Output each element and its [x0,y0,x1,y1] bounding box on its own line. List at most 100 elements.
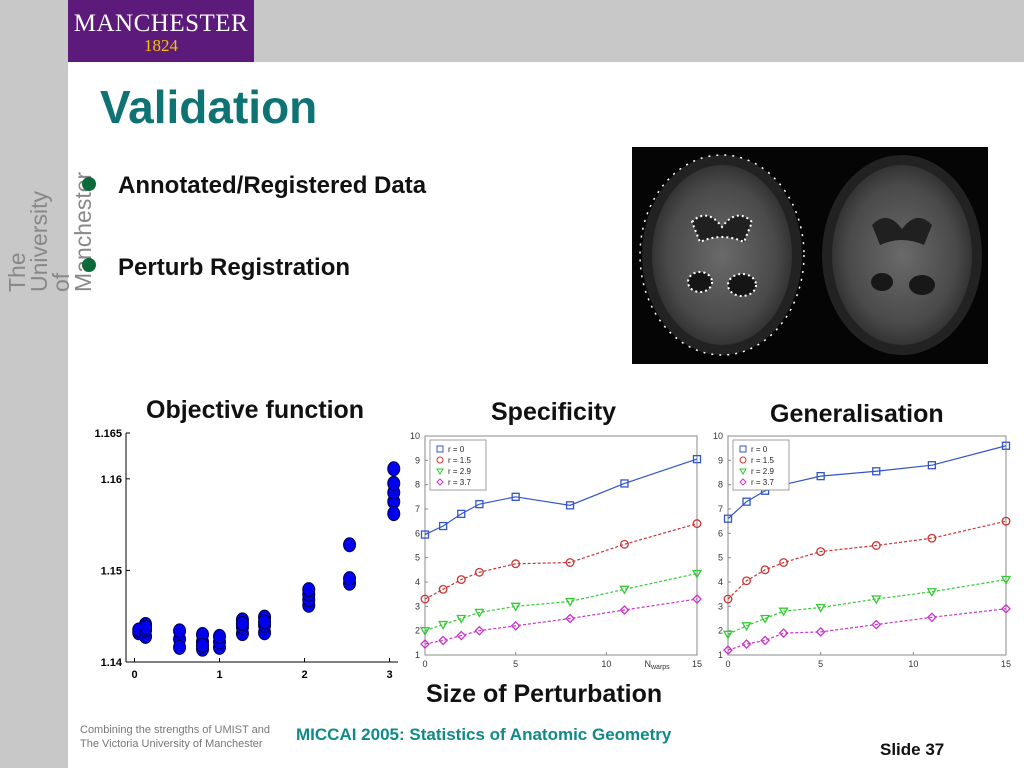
legend-marker [436,468,444,475]
right-ventricle-horn-a [871,273,893,291]
marker-square [457,509,466,519]
y-tick-label: 3 [718,601,723,611]
marker-circle [723,594,733,604]
marker-triangle [778,607,789,617]
marker-circle [742,576,751,586]
marker-diamond [926,612,937,623]
data-point [387,475,401,491]
data-point [387,506,401,522]
y-tick-label: 8 [415,480,420,490]
legend-label: r = 3.7 [448,478,471,487]
marker-circle [474,567,484,577]
data-point [173,639,187,655]
marker-circle [871,541,881,550]
mri-brain-illustration [639,154,982,356]
marker-circle [692,519,702,529]
bullet-perturb-registration: Perturb Registration [118,254,351,281]
legend-label: r = 2.9 [751,467,774,476]
marker-diamond [760,635,770,646]
y-tick-label: 1.165 [94,428,122,440]
marker-diamond [723,645,733,656]
y-tick-label: 10 [713,431,723,441]
y-tick-label: 9 [718,455,723,465]
legend-label: r = 1.5 [448,456,471,465]
marker-circle [620,539,629,549]
marker-square [475,499,484,509]
data-point [235,616,249,632]
bullet-annotated-data: Annotated/Registered Data [118,172,427,199]
caption-size-of-perturbation: Size of Perturbation [426,680,663,708]
left-outline-landmarks [639,154,805,356]
marker-square [511,492,520,501]
left-ventricles [690,214,754,244]
legend-label: r = 1.5 [751,456,774,465]
marker-circle [779,558,789,567]
marker-triangle [456,614,467,624]
marker-triangle [815,603,826,613]
marker-triangle [564,597,576,607]
university-vertical-text: The University of Manchester [4,172,96,292]
marker-square [565,501,575,510]
legend-box [429,439,487,491]
legend-marker [739,456,747,464]
legend-label: r = 0 [448,445,465,454]
marker-circle [1001,516,1011,526]
marker-circle [511,559,521,569]
y-tick-label: 6 [718,528,723,538]
legend-marker [739,468,747,475]
y-tick-label: 5 [718,553,723,563]
marker-circle [438,584,448,594]
right-ventricles [872,217,932,245]
marker-triangle [759,614,771,624]
university-line-1: The University [4,191,52,292]
x-tick-label: 0 [131,669,137,681]
slide-title: Validation [100,81,318,133]
marker-triangle [438,620,449,630]
marker-square [620,479,629,488]
marker-diamond [619,605,630,615]
objective-function-plot: 1.14 1.15 1.16 1.165 0 1 2 3 [94,428,401,681]
footer-conference: MICCAI 2005: Statistics of Anatomic Geom… [296,725,672,744]
x-tick-label: 0 [422,659,427,669]
legend-marker [436,445,444,453]
marker-triangle [722,630,734,640]
marker-diamond [474,625,485,636]
legend-label: r = 0 [751,445,768,454]
x-tick-label: 15 [1001,659,1011,669]
bullet-dot [82,177,96,191]
footer-left-line-1: Combining the strengths of UMIST and [80,724,270,736]
marker-square [723,514,733,523]
caption-specificity: Specificity [491,398,617,426]
marker-triangle [741,622,752,632]
series-line [727,520,1007,600]
marker-diamond [778,628,789,639]
marker-triangle [419,627,431,636]
y-tick-label: 1 [718,650,723,660]
x-tick-label: 5 [818,659,823,669]
left-brain [652,165,792,345]
legend-marker [436,456,444,464]
marker-triangle [871,595,882,605]
specificity-plot: 1 2 3 4 5 6 7 8 9 10 0 5 10 15 Nwarps r = 0 r = 1.5 r = 2… [410,431,703,671]
series-line [424,523,698,600]
marker-triangle [619,585,630,595]
data-point [387,461,401,477]
caption-objective-function: Objective function [146,396,365,424]
data-point [343,571,357,587]
y-tick-label: 1.14 [101,657,123,669]
y-tick-label: 7 [415,504,420,514]
data-point [196,638,209,654]
data-point [302,582,316,598]
marker-circle [816,547,826,557]
x-tick-label: 0 [725,659,730,669]
footer-left-line-2: The Victoria University of Manchester [80,738,263,750]
marker-square [816,472,825,481]
footer-left: Combining the strengths of UMIST and The… [80,723,270,751]
specificity-chart: 1 2 3 4 5 6 7 8 9 10 0 5 10 15 Nwarps r = 0 r = 1.5 r = 2… [405,430,705,675]
marker-square [742,497,751,506]
legend-box [732,439,790,491]
x-tick-label: 5 [513,659,518,669]
marker-diamond [815,626,826,637]
caption-generalisation: Generalisation [770,400,944,428]
marker-diamond [741,639,752,649]
